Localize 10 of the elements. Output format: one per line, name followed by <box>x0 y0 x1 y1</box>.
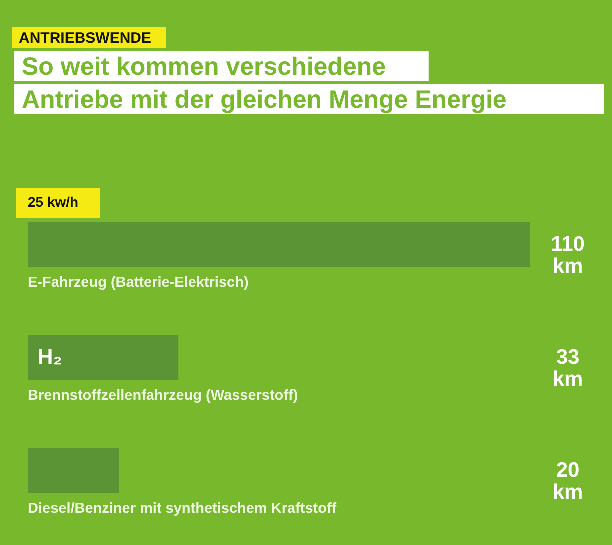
y-tick-label: Diesel/Benziner mit synthetischem Kraftstoff <box>28 501 337 517</box>
data-label: 20 km <box>552 459 584 504</box>
y-tick-label: E-Fahrzeug (Batterie-Elektrisch) <box>28 275 249 291</box>
data-label: 33 km <box>552 346 584 391</box>
annotation: H₂ <box>38 346 62 369</box>
data-label: 110 km <box>551 233 585 278</box>
y-tick-label: Brennstoffzellenfahrzeug (Wasserstoff) <box>28 388 298 404</box>
chart-title: So weit kommen verschiedene Antriebe mit der gleichen Menge Energie <box>22 53 507 114</box>
chart-subtitle: ANTRIEBSWENDE <box>19 30 152 47</box>
text: 25 kw/h <box>28 194 79 210</box>
